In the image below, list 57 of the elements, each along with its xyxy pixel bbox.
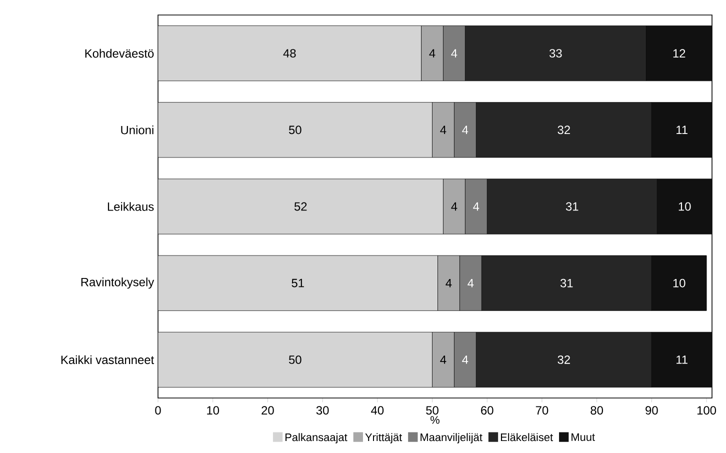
data-label: 4 (446, 278, 452, 288)
bar (656, 178, 712, 234)
x-tick-label: 60 (481, 406, 494, 415)
data-label: 33 (549, 49, 562, 58)
legend-label: Eläkeläiset (500, 433, 553, 442)
y-tick-label: Kohdeväestö (85, 48, 154, 58)
data-label: 4 (473, 202, 480, 211)
data-label: 12 (673, 49, 686, 58)
data-label: 48 (283, 49, 296, 58)
data-label: 4 (451, 49, 458, 58)
bar (158, 26, 422, 82)
legend-label: Yrittäjät (365, 433, 402, 444)
x-tick-label: 90 (646, 406, 658, 415)
data-label: 50 (288, 355, 302, 364)
data-label: 4 (440, 356, 446, 364)
data-label: 4 (429, 49, 436, 58)
data-label: 11 (676, 126, 688, 134)
y-tick-label: Kaikki vastanneet (61, 355, 154, 364)
x-tick-label: 70 (536, 406, 548, 415)
bar (158, 255, 438, 311)
data-label: 50 (288, 126, 302, 134)
x-axis-title: % (430, 416, 440, 424)
x-tick-label: 30 (316, 406, 329, 415)
bar (651, 255, 707, 311)
data-label: 51 (292, 278, 304, 288)
x-tick-label: 10 (207, 406, 220, 415)
data-label: 11 (676, 356, 688, 364)
bar (651, 102, 712, 158)
y-tick-label: Leikkaus (108, 202, 154, 211)
data-label: 4 (462, 126, 468, 134)
data-label: 52 (294, 202, 307, 211)
y-tick-label: Unioni (121, 126, 154, 134)
legend-label: Maanviljelijät (420, 433, 482, 444)
data-label: 32 (558, 355, 570, 364)
x-tick-label: 100 (697, 406, 716, 415)
bar (158, 178, 444, 234)
y-tick-label: Ravintokysely (81, 278, 154, 289)
data-label: 32 (558, 126, 570, 134)
bar (646, 26, 712, 82)
data-label: 4 (440, 126, 446, 134)
data-label: 31 (560, 278, 573, 288)
data-label: 31 (566, 202, 578, 211)
bar (651, 332, 712, 388)
data-label: 10 (678, 202, 691, 211)
data-label: 4 (462, 356, 468, 364)
data-label: 4 (468, 278, 474, 288)
x-tick-label: 80 (590, 406, 604, 415)
data-label: 10 (673, 278, 686, 288)
legend-label: Palkansaajat (286, 433, 348, 444)
bar (158, 102, 432, 158)
data-label: 4 (451, 202, 458, 211)
x-tick-label: 50 (426, 406, 438, 415)
x-tick-label: 0 (155, 406, 161, 415)
bar (158, 332, 432, 388)
legend-label: Muut (572, 433, 595, 441)
x-tick-label: 20 (262, 406, 274, 415)
x-tick-label: 40 (371, 406, 384, 415)
